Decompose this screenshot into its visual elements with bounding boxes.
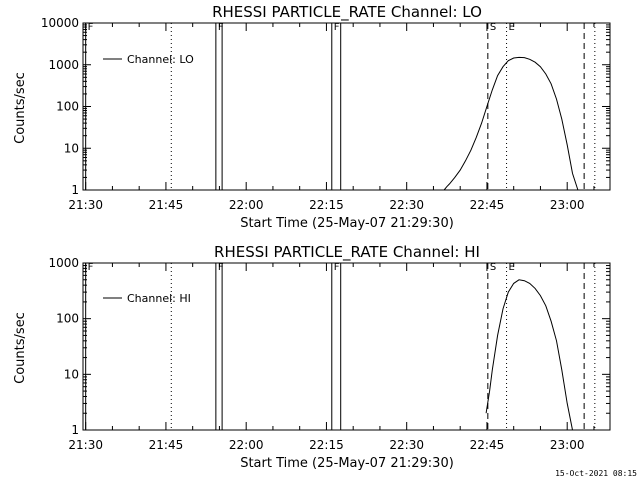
x-tick-label: 22:45 [470, 198, 505, 212]
legend: Channel: LO [103, 53, 194, 66]
plot-frame [82, 22, 611, 191]
marker-label: F [218, 262, 224, 273]
x-tick-label: 22:00 [229, 438, 264, 452]
x-tick-label: 22:00 [229, 198, 264, 212]
marker-label: F [334, 22, 340, 33]
x-tick-label: 22:45 [470, 438, 505, 452]
marker-label: F [88, 22, 94, 33]
footer-timestamp: 15-Oct-2021 08:15 [555, 469, 637, 478]
x-tick-label: 21:30 [68, 198, 103, 212]
x-tick-label: 23:00 [550, 198, 585, 212]
legend: Channel: HI [103, 292, 191, 305]
y-tick-label: 10 [64, 141, 79, 155]
marker-label: E [509, 22, 515, 33]
x-tick-label: 22:15 [309, 438, 344, 452]
x-tick-label: 21:45 [149, 198, 184, 212]
x-axis-label: Start Time (25-May-07 21:29:30) [240, 456, 454, 471]
marker-label: F [334, 262, 340, 273]
chart-title: RHESSI PARTICLE_RATE Channel: HI [214, 243, 480, 262]
chart-panel-lo: RHESSI PARTICLE_RATE Channel: LO Start T… [13, 3, 611, 231]
marker-label: F [88, 262, 94, 273]
x-tick-label: 22:30 [389, 438, 424, 452]
y-tick-label: 10 [64, 367, 79, 381]
x-tick-label: 22:30 [389, 198, 424, 212]
y-tick-label: 100 [56, 312, 79, 326]
x-axis-label: Start Time (25-May-07 21:29:30) [240, 216, 454, 231]
y-tick-label: 1000 [48, 58, 79, 72]
series-line [443, 56, 579, 191]
x-tick-label: 22:15 [309, 198, 344, 212]
chart-panel-hi: RHESSI PARTICLE_RATE Channel: HI Start T… [13, 243, 611, 471]
marker-label: S [490, 22, 496, 33]
marker-label: E [509, 262, 515, 273]
y-axis-label: Counts/sec [13, 312, 28, 384]
marker-label: F [218, 22, 224, 33]
series-line [485, 279, 573, 431]
y-tick-label: 100 [56, 100, 79, 114]
marker-label: S [490, 262, 496, 273]
legend-entry: Channel: LO [127, 53, 194, 66]
x-tick-label: 23:00 [550, 438, 585, 452]
legend-entry: Channel: HI [127, 292, 191, 305]
y-tick-label: 1000 [48, 256, 79, 270]
y-tick-label: 1 [71, 183, 79, 197]
y-axis-label: Counts/sec [13, 72, 28, 144]
x-tick-label: 21:30 [68, 438, 103, 452]
x-tick-label: 21:45 [149, 438, 184, 452]
plot-frame [82, 262, 611, 431]
y-tick-label: 1 [71, 423, 79, 437]
y-tick-label: 10000 [41, 16, 79, 30]
chart-title: RHESSI PARTICLE_RATE Channel: LO [212, 3, 482, 22]
